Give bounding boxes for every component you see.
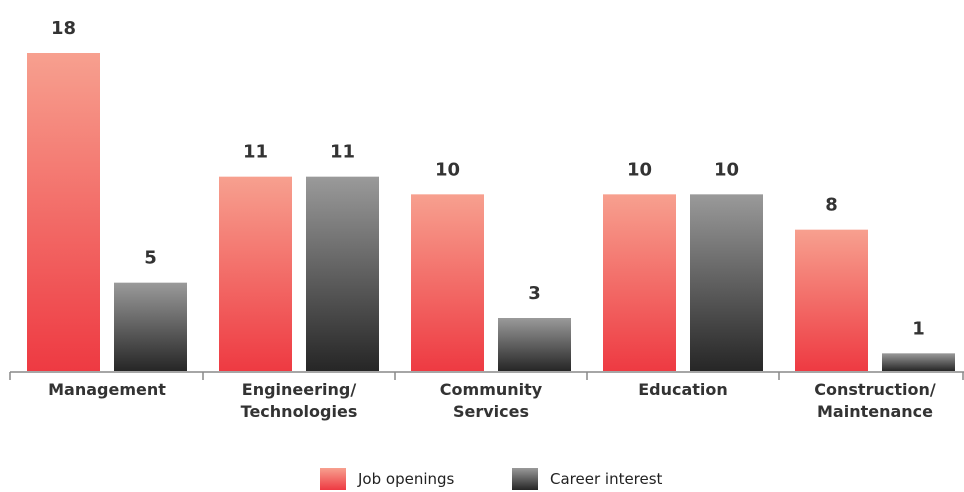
bar-job-openings-4 (795, 229, 868, 371)
legend-item-career-interest: Career interest (512, 467, 662, 491)
category-label-1: Engineering/Technologies (241, 380, 358, 421)
bar-job-openings-3 (603, 194, 676, 371)
data-label-job-openings-4: 8 (825, 195, 838, 216)
data-label-career-interest-1: 11 (330, 142, 355, 163)
data-label-career-interest-0: 5 (144, 248, 157, 269)
data-label-job-openings-3: 10 (627, 159, 652, 180)
legend-label-career-interest: Career interest (550, 470, 663, 488)
legend: Job openings Career interest (0, 467, 964, 491)
category-label-2: Community Services (440, 380, 543, 421)
category-label-3: Education (638, 380, 728, 399)
data-label-career-interest-4: 1 (912, 318, 925, 339)
job-openings-swatch (320, 468, 346, 490)
data-label-job-openings-0: 18 (51, 18, 76, 39)
bar-career-interest-2 (498, 318, 571, 371)
bar-job-openings-0 (27, 53, 100, 371)
bar-career-interest-0 (114, 282, 187, 371)
career-interest-swatch (512, 468, 538, 490)
data-label-career-interest-2: 3 (528, 283, 541, 304)
category-label-0: Management (48, 380, 166, 399)
category-label-4: Construction/Maintenance (814, 380, 936, 421)
legend-item-job-openings: Job openings (320, 467, 454, 491)
bar-job-openings-1 (219, 176, 292, 371)
data-label-job-openings-2: 10 (435, 159, 460, 180)
data-label-career-interest-3: 10 (714, 159, 739, 180)
bar-career-interest-1 (306, 176, 379, 371)
bar-career-interest-3 (690, 194, 763, 371)
legend-label-job-openings: Job openings (358, 470, 455, 488)
bar-job-openings-2 (411, 194, 484, 371)
data-label-job-openings-1: 11 (243, 142, 268, 163)
bar-career-interest-4 (882, 353, 955, 371)
